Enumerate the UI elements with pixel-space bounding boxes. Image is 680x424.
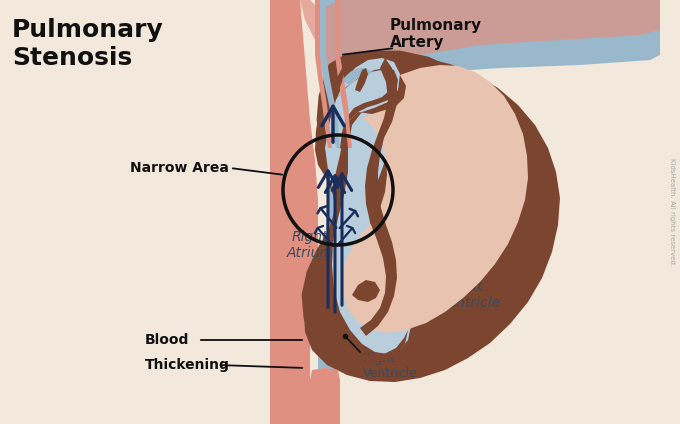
Polygon shape (318, 0, 344, 424)
Polygon shape (360, 58, 397, 336)
Polygon shape (270, 0, 318, 424)
Polygon shape (342, 65, 528, 333)
Text: Narrow Area: Narrow Area (130, 161, 229, 175)
Text: KidsHealth. All rights reserved.: KidsHealth. All rights reserved. (669, 158, 675, 266)
Text: Blood: Blood (145, 333, 189, 347)
Polygon shape (316, 68, 398, 150)
Polygon shape (335, 0, 352, 148)
Text: Right
Atrium: Right Atrium (286, 230, 333, 260)
Text: Pulmonary
Artery: Pulmonary Artery (390, 18, 482, 50)
Polygon shape (325, 0, 660, 100)
Polygon shape (303, 52, 537, 375)
Text: Right
Ventricle: Right Ventricle (363, 352, 418, 380)
Polygon shape (300, 0, 660, 95)
Polygon shape (340, 325, 408, 362)
Polygon shape (310, 368, 340, 424)
Polygon shape (342, 68, 372, 86)
Text: Left
Ventricle: Left Ventricle (439, 280, 500, 310)
Text: Pulmonary
Stenosis: Pulmonary Stenosis (12, 18, 164, 70)
Text: Left
Atrium: Left Atrium (452, 160, 498, 190)
Polygon shape (355, 68, 368, 92)
Polygon shape (325, 58, 411, 354)
Polygon shape (352, 280, 380, 302)
Text: Thickening: Thickening (145, 358, 230, 372)
Polygon shape (332, 68, 344, 92)
Polygon shape (320, 0, 340, 148)
Polygon shape (304, 55, 560, 382)
Polygon shape (315, 0, 332, 148)
